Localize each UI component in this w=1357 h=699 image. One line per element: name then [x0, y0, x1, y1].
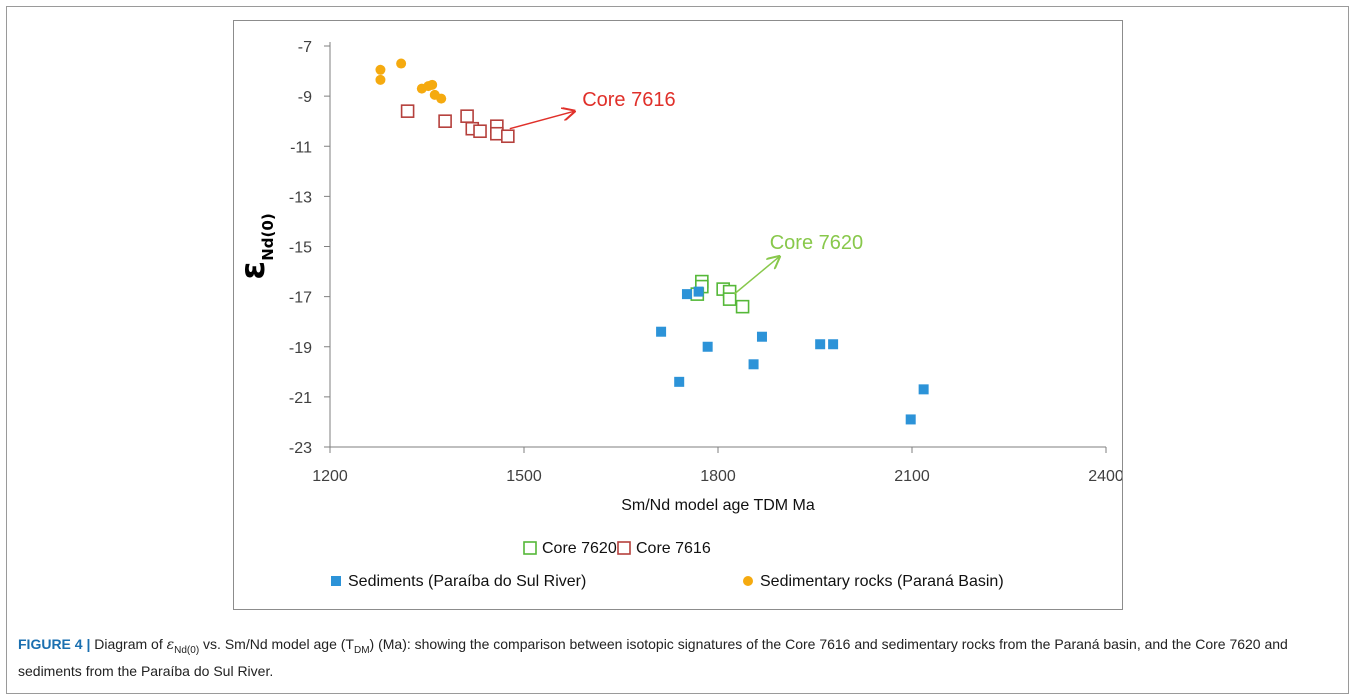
data-point-series-2: [828, 339, 839, 350]
figure-frame: [6, 6, 1349, 694]
y-tick-label: -9: [298, 89, 312, 106]
caption-epsilon: ε: [166, 637, 175, 653]
legend-marker: [331, 576, 341, 586]
data-point-series-2: [656, 326, 667, 337]
legend-marker: [523, 541, 537, 555]
data-point-series-1: [438, 114, 452, 128]
data-point-series-2: [681, 289, 692, 300]
data-point-series-3: [375, 74, 386, 85]
x-tick-label: 1500: [506, 468, 542, 485]
legend-label: Sedimentary rocks (Paraná Basin): [760, 573, 1004, 590]
data-point-series-1: [460, 109, 474, 123]
caption-label: FIGURE 4 |: [18, 636, 91, 652]
data-point-series-2: [756, 331, 767, 342]
data-point-series-2: [905, 414, 916, 425]
x-tick-label: 1200: [312, 468, 348, 485]
caption-text-3: ) (Ma): showing the comparison between i…: [18, 636, 1288, 679]
annotation-arrow: [733, 257, 779, 295]
y-tick-label: -15: [289, 240, 312, 257]
x-axis-label: Sm/Nd model age TDM Ma: [621, 497, 815, 514]
chart-panel: -7 -9 -11 -13 -15 -17 -19 -21 -23 1200 1500 1800 210…: [233, 20, 1123, 610]
data-point-series-3: [396, 58, 407, 69]
x-tick-label: 2100: [894, 468, 930, 485]
y-tick-label: -23: [289, 440, 312, 457]
figure-caption: FIGURE 4 | Diagram of εNd(0) vs. Sm/Nd m…: [18, 634, 1338, 682]
caption-text-2: vs. Sm/Nd model age (T: [199, 636, 354, 652]
x-tick-label: 2400: [1088, 468, 1122, 485]
data-point-series-3: [427, 79, 438, 90]
data-point-series-2: [748, 359, 759, 370]
x-tick-label: 1800: [700, 468, 736, 485]
y-axis-label: εNd(0): [234, 213, 277, 279]
data-point-series-1: [400, 104, 415, 118]
legend-label: Core 7620: [542, 540, 617, 557]
annotation-arrow: [509, 111, 575, 130]
y-tick-label: -21: [289, 390, 312, 407]
y-tick-label: -17: [289, 290, 312, 307]
data-point-series-2: [815, 339, 826, 350]
data-point-series-0: [735, 299, 750, 314]
data-point-series-1: [473, 124, 487, 139]
data-point-series-2: [918, 384, 929, 395]
y-tick-label: -11: [290, 139, 312, 156]
annotation-label: Core 7620: [770, 232, 863, 254]
legend-marker: [743, 576, 753, 586]
data-point-series-2: [674, 376, 685, 387]
data-point-series-1: [501, 129, 515, 144]
caption-text-1: Diagram of: [90, 636, 167, 652]
caption-tdm-sub: DM: [353, 644, 370, 656]
data-point-series-2: [702, 341, 713, 352]
data-point-series-0: [722, 292, 737, 306]
y-tick-label: -13: [289, 189, 312, 206]
annotation-label: Core 7616: [582, 89, 675, 111]
legend-label: Core 7616: [636, 540, 711, 557]
data-point-series-2: [693, 286, 704, 297]
y-tick-label: -7: [298, 39, 312, 56]
legend-marker: [617, 541, 631, 555]
legend-label: Sediments (Paraíba do Sul River): [348, 573, 586, 590]
caption-epsilon-sub: Nd(0): [174, 644, 200, 656]
data-point-series-3: [436, 93, 447, 104]
data-point-series-3: [375, 64, 386, 75]
y-tick-label: -19: [289, 340, 312, 357]
